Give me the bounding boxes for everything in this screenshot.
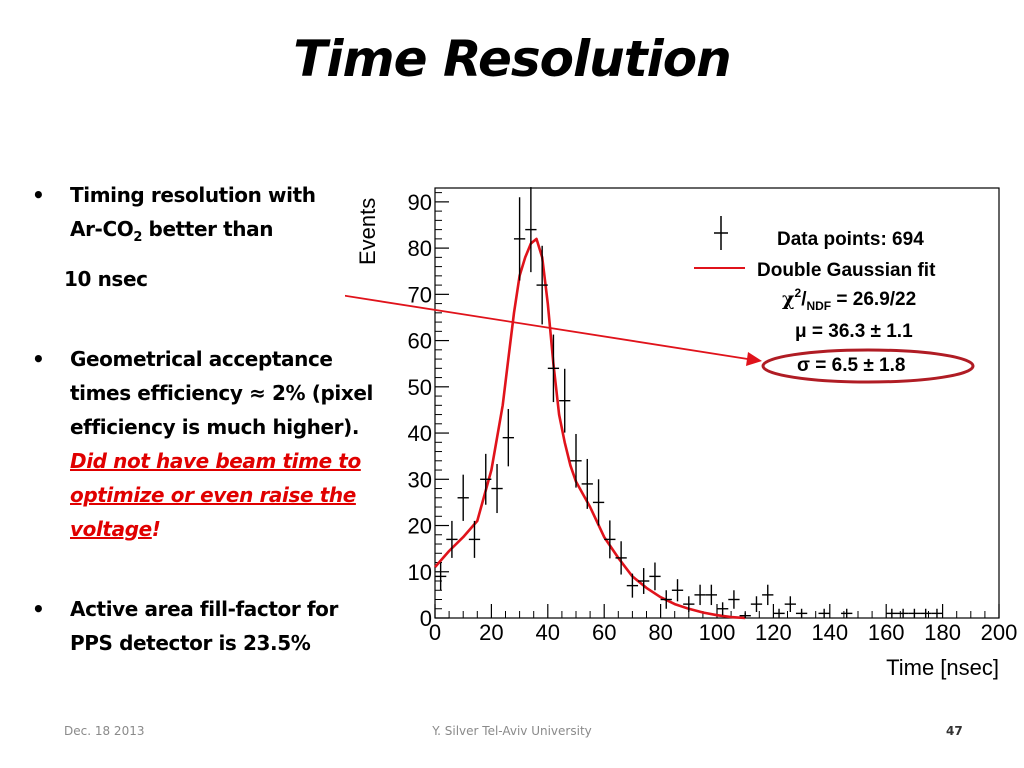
y-tick-label: 60 xyxy=(408,329,432,354)
sigma-highlight-ellipse xyxy=(761,348,975,384)
data-point xyxy=(457,474,469,521)
data-point xyxy=(841,608,853,618)
data-point xyxy=(638,568,650,594)
x-tick-label: 160 xyxy=(868,620,905,645)
bullet-text-line3: 10 nsec xyxy=(64,267,148,291)
data-point xyxy=(559,368,571,433)
y-tick-label: 20 xyxy=(408,514,432,539)
y-tick-label: 70 xyxy=(408,282,432,307)
x-tick-label: 60 xyxy=(592,620,616,645)
data-point xyxy=(480,453,492,505)
legend-points-label: Data points: 694 xyxy=(777,229,924,250)
bullet-item-acceptance: • Geometrical acceptance times efficienc… xyxy=(30,342,380,546)
y-axis-title: Events xyxy=(355,198,380,265)
data-point xyxy=(728,590,740,609)
acceptance-text: Geometrical acceptance times efficiency … xyxy=(70,347,373,439)
x-tick-label: 20 xyxy=(479,620,503,645)
data-point xyxy=(513,197,526,281)
data-point xyxy=(536,245,548,325)
footer-page-number: 47 xyxy=(946,724,963,738)
data-point xyxy=(931,608,943,618)
legend-fit-label: Double Gaussian fit xyxy=(757,260,936,281)
data-point xyxy=(660,590,672,609)
beam-time-note: Did not have beam time to optimize or ev… xyxy=(70,449,361,541)
data-point xyxy=(705,584,717,606)
data-point xyxy=(762,584,774,606)
data-point xyxy=(592,479,605,526)
y-tick-label: 50 xyxy=(408,375,432,400)
data-point xyxy=(897,608,909,618)
data-point xyxy=(683,596,695,612)
x-tick-label: 120 xyxy=(755,620,792,645)
data-point xyxy=(773,608,785,618)
data-point xyxy=(491,464,503,514)
data-point xyxy=(795,608,808,618)
annotation-arrow-line xyxy=(345,294,755,361)
x-axis: 0 20 40 60 80 100 120 140 160 180 200 xyxy=(429,604,1017,645)
data-point xyxy=(671,579,684,602)
bullet-dot: • xyxy=(32,347,45,371)
gas-text: Ar-CO xyxy=(70,217,134,241)
y-tick-label: 80 xyxy=(408,236,432,261)
legend-sigma: σ = 6.5 ± 1.8 xyxy=(797,355,905,376)
data-point xyxy=(908,608,921,618)
legend-chi2: χ2/NDF = 26.9/22 xyxy=(782,286,916,313)
data-point xyxy=(818,608,830,618)
data-point xyxy=(694,584,706,606)
data-point xyxy=(468,520,481,558)
legend-mu: μ = 36.3 ± 1.1 xyxy=(795,321,913,342)
data-point xyxy=(502,409,514,467)
data-point xyxy=(626,573,639,598)
x-tick-label: 180 xyxy=(924,620,961,645)
data-point xyxy=(435,562,447,591)
plot-frame xyxy=(434,187,1000,619)
data-point xyxy=(615,541,627,575)
annotation-arrow-head xyxy=(746,352,762,366)
data-point xyxy=(750,596,763,612)
legend: Data points: 694 Double Gaussian fit χ2/… xyxy=(694,216,936,376)
bullet-item-timing: • Timing resolution with Ar-CO2 better t… xyxy=(30,178,316,246)
fit-curve-layer xyxy=(434,237,746,620)
y-tick-label: 40 xyxy=(408,421,432,446)
data-point xyxy=(525,187,537,273)
bullet-item-fill-factor: • Active area fill-factor for PPS detect… xyxy=(30,592,380,660)
y-tick-label: 10 xyxy=(408,560,432,585)
data-point xyxy=(547,334,560,403)
data-points-layer xyxy=(435,187,943,618)
time-resolution-chart: 0 10 20 30 40 50 60 70 80 90 0 20 40 60 80 100 120 140 16… xyxy=(345,187,1017,680)
footer-author: Y. Silver Tel-Aviv University xyxy=(432,724,592,738)
data-point xyxy=(649,562,661,591)
bullet-text-line1: Timing resolution with xyxy=(70,183,316,207)
data-point xyxy=(570,433,582,488)
data-point xyxy=(717,602,729,616)
y-tick-label: 0 xyxy=(420,606,432,631)
better-than-text: better than xyxy=(141,217,274,241)
x-tick-label: 100 xyxy=(699,620,736,645)
x-axis-title: Time [nsec] xyxy=(886,655,999,680)
data-point xyxy=(784,596,796,612)
double-gaussian-fit-line xyxy=(434,237,746,620)
y-tick-label: 30 xyxy=(408,467,432,492)
data-point xyxy=(920,608,932,618)
y-axis: 0 10 20 30 40 50 60 70 80 90 xyxy=(408,190,449,631)
x-tick-label: 80 xyxy=(648,620,672,645)
y-tick-label: 90 xyxy=(408,190,432,215)
x-tick-label: 200 xyxy=(981,620,1018,645)
slide-title: Time Resolution xyxy=(293,30,731,88)
beam-time-note-end: ! xyxy=(151,517,161,541)
bullet-dot: • xyxy=(32,183,45,207)
data-point xyxy=(604,520,616,559)
gas-subscript: 2 xyxy=(133,230,142,245)
bullet-dot: • xyxy=(32,597,45,621)
data-point xyxy=(739,612,751,618)
x-tick-label: 140 xyxy=(811,620,848,645)
bullet-text-line2: Ar-CO2 better than xyxy=(70,212,316,246)
x-tick-label: 0 xyxy=(429,620,441,645)
data-point xyxy=(446,520,458,558)
data-point xyxy=(581,458,593,509)
data-point xyxy=(886,608,898,618)
footer-date: Dec. 18 2013 xyxy=(64,724,145,738)
fill-factor-text: Active area fill-factor for PPS detector… xyxy=(70,597,338,655)
x-tick-label: 40 xyxy=(536,620,560,645)
